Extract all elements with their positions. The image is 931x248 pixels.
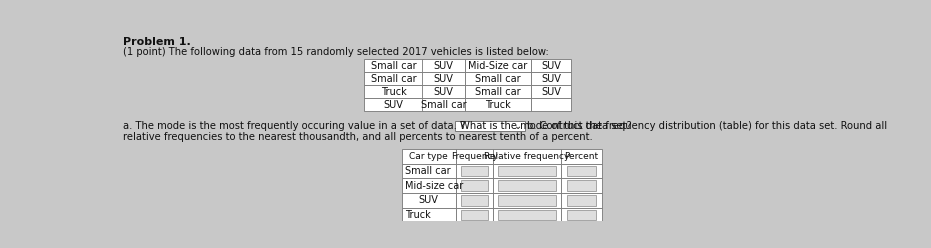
Bar [493, 164, 561, 178]
Bar [561, 149, 601, 164]
Bar [567, 195, 596, 206]
Text: Small car: Small car [475, 74, 520, 84]
Text: Frequency: Frequency [451, 152, 498, 161]
Text: SUV: SUV [541, 87, 561, 97]
Bar [567, 210, 596, 220]
Bar [561, 164, 601, 178]
Text: Small car: Small car [371, 74, 416, 84]
Bar [456, 178, 493, 193]
Text: SUV: SUV [541, 61, 561, 71]
Text: Small car: Small car [475, 87, 520, 97]
Bar [461, 166, 488, 176]
Text: Relative frequency: Relative frequency [484, 152, 570, 161]
Text: Truck: Truck [485, 100, 511, 110]
Bar [493, 208, 561, 222]
Bar [498, 210, 556, 220]
Bar [401, 178, 456, 193]
Text: ⌄: ⌄ [514, 121, 522, 131]
Bar [401, 208, 456, 222]
Text: Truck: Truck [405, 210, 430, 220]
Text: Problem 1.: Problem 1. [123, 37, 190, 47]
Bar [423, 72, 466, 85]
Bar [498, 180, 556, 191]
Bar [561, 193, 601, 208]
Bar [456, 193, 493, 208]
Text: SUV: SUV [419, 195, 439, 205]
Bar [455, 121, 525, 131]
Bar [401, 164, 456, 178]
Text: Small car: Small car [371, 61, 416, 71]
Bar [561, 208, 601, 222]
Bar [401, 149, 456, 164]
Text: SUV: SUV [541, 74, 561, 84]
Bar [461, 195, 488, 206]
Text: Mid-size car: Mid-size car [405, 181, 463, 191]
Bar [423, 85, 466, 98]
Text: Truck: Truck [381, 87, 406, 97]
Text: Small car: Small car [405, 166, 451, 176]
Bar [567, 180, 596, 191]
Bar [498, 166, 556, 176]
Text: a. The mode is the most frequently occuring value in a set of data. What is the : a. The mode is the most frequently occur… [123, 121, 631, 131]
Text: (1 point) The following data from 15 randomly selected 2017 vehicles is listed b: (1 point) The following data from 15 ran… [123, 47, 548, 57]
Text: Percent: Percent [564, 152, 599, 161]
Bar [364, 72, 423, 85]
Bar [401, 193, 456, 208]
Text: SUV: SUV [384, 100, 403, 110]
Text: Mid-Size car: Mid-Size car [468, 61, 528, 71]
Text: SUV: SUV [434, 74, 453, 84]
Text: b. Contruct the frequency distribution (table) for this data set. Round all: b. Contruct the frequency distribution (… [527, 121, 887, 131]
Bar [493, 178, 561, 193]
Bar [456, 149, 493, 164]
Bar [461, 180, 488, 191]
Bar [364, 59, 423, 72]
Text: SUV: SUV [434, 61, 453, 71]
Bar [466, 59, 531, 72]
Bar [531, 72, 572, 85]
Text: Car type: Car type [410, 152, 448, 161]
Bar [466, 85, 531, 98]
Text: relative frequencies to the nearest thousandth, and all percents to nearest tent: relative frequencies to the nearest thou… [123, 132, 592, 142]
Bar [364, 98, 423, 111]
Bar [531, 98, 572, 111]
Bar [531, 59, 572, 72]
Bar [364, 85, 423, 98]
Bar [567, 166, 596, 176]
Bar [493, 149, 561, 164]
Bar [498, 195, 556, 206]
Bar [466, 98, 531, 111]
Bar [561, 178, 601, 193]
Bar [456, 164, 493, 178]
Bar [461, 210, 488, 220]
Bar [493, 193, 561, 208]
Bar [531, 85, 572, 98]
Bar [456, 208, 493, 222]
Bar [423, 59, 466, 72]
Text: SUV: SUV [434, 87, 453, 97]
Text: ?: ? [460, 121, 465, 131]
Bar [466, 72, 531, 85]
Text: Small car: Small car [421, 100, 466, 110]
Bar [423, 98, 466, 111]
